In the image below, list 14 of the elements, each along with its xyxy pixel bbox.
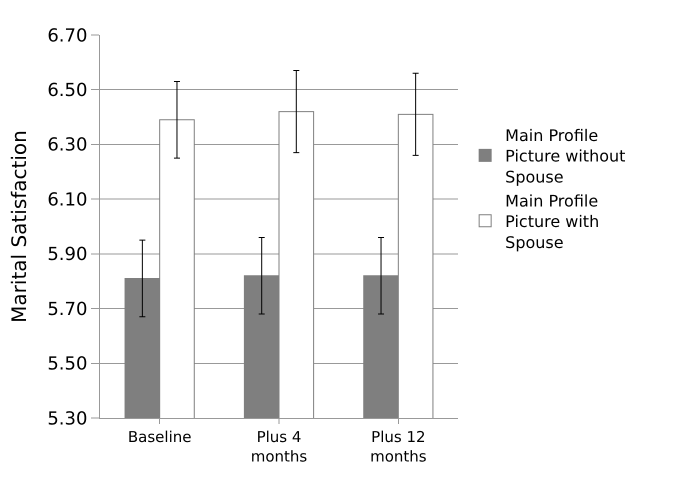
legend-label: Main Profile Picture with Spouse: [505, 191, 600, 252]
y-tick-label: 6.10: [47, 189, 88, 210]
y-tick-label: 5.70: [47, 298, 88, 320]
y-tick-label: 6.30: [47, 134, 88, 156]
x-tick-label: Plus 4 months: [250, 428, 308, 466]
y-tick-label: 5.30: [47, 408, 88, 430]
y-tick-label: 6.50: [47, 80, 88, 102]
x-tick-label: Baseline: [128, 428, 192, 446]
y-axis-title: Marital Satisfaction: [6, 130, 31, 323]
y-tick-label: 5.90: [47, 244, 88, 266]
y-tick-label: 5.50: [47, 354, 88, 375]
x-tick-label: Plus 12 months: [370, 428, 427, 466]
y-tick-label: 6.70: [47, 25, 88, 46]
legend-label: Main Profile Picture without Spouse: [505, 126, 626, 186]
